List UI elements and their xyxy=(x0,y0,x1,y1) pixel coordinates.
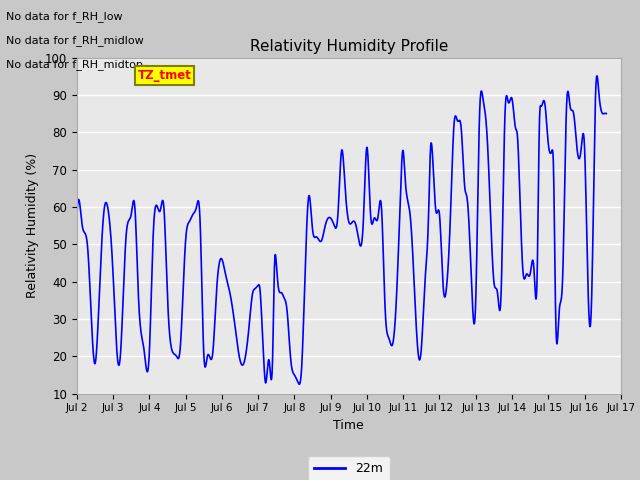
Legend: 22m: 22m xyxy=(308,456,390,480)
X-axis label: Time: Time xyxy=(333,419,364,432)
Text: No data for f_RH_midlow: No data for f_RH_midlow xyxy=(6,35,144,46)
Text: No data for f_RH_midtop: No data for f_RH_midtop xyxy=(6,59,143,70)
Text: TZ_tmet: TZ_tmet xyxy=(138,69,191,82)
Y-axis label: Relativity Humidity (%): Relativity Humidity (%) xyxy=(26,153,39,298)
Text: No data for f_RH_low: No data for f_RH_low xyxy=(6,11,123,22)
Title: Relativity Humidity Profile: Relativity Humidity Profile xyxy=(250,39,448,54)
